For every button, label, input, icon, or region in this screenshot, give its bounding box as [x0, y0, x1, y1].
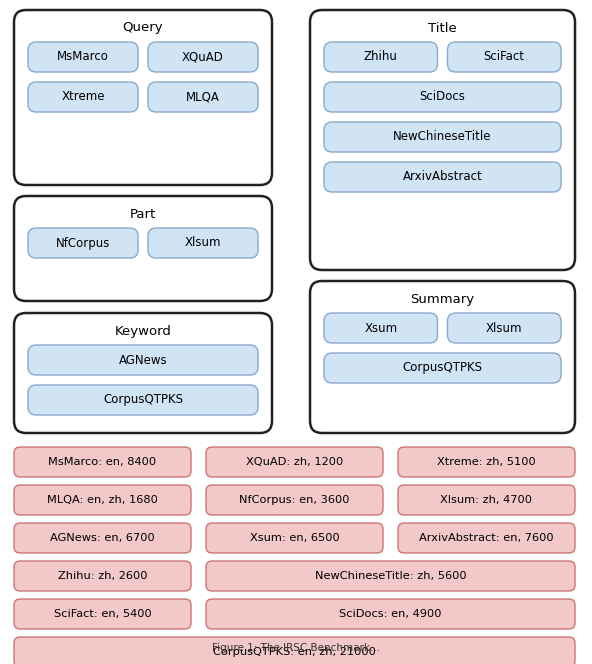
FancyBboxPatch shape: [14, 196, 272, 301]
FancyBboxPatch shape: [206, 447, 383, 477]
Text: SciFact: SciFact: [484, 50, 525, 64]
Text: CorpusQTPKS: CorpusQTPKS: [403, 361, 482, 374]
FancyBboxPatch shape: [206, 561, 575, 591]
Text: Zhihu: zh, 2600: Zhihu: zh, 2600: [58, 571, 147, 581]
Text: Figure 1: The IRSC Benchmark...: Figure 1: The IRSC Benchmark...: [212, 643, 380, 653]
FancyBboxPatch shape: [28, 345, 258, 375]
FancyBboxPatch shape: [324, 82, 561, 112]
FancyBboxPatch shape: [206, 599, 575, 629]
Text: Part: Part: [130, 207, 156, 220]
FancyBboxPatch shape: [206, 523, 383, 553]
Text: MsMarco: MsMarco: [57, 50, 109, 64]
FancyBboxPatch shape: [14, 485, 191, 515]
FancyBboxPatch shape: [28, 385, 258, 415]
FancyBboxPatch shape: [324, 122, 561, 152]
FancyBboxPatch shape: [324, 162, 561, 192]
FancyBboxPatch shape: [148, 82, 258, 112]
Text: CorpusQTPKS: en, zh, 21000: CorpusQTPKS: en, zh, 21000: [213, 647, 376, 657]
FancyBboxPatch shape: [310, 10, 575, 270]
Text: Xtreme: zh, 5100: Xtreme: zh, 5100: [437, 457, 536, 467]
FancyBboxPatch shape: [14, 447, 191, 477]
Text: NewChineseTitle: zh, 5600: NewChineseTitle: zh, 5600: [315, 571, 466, 581]
FancyBboxPatch shape: [148, 42, 258, 72]
FancyBboxPatch shape: [14, 313, 272, 433]
Text: Title: Title: [428, 21, 457, 35]
Text: Xsum: en, 6500: Xsum: en, 6500: [250, 533, 339, 543]
Text: ArxivAbstract: ArxivAbstract: [403, 171, 482, 183]
Text: MLQA: MLQA: [186, 90, 220, 104]
Text: Xsum: Xsum: [364, 321, 397, 335]
FancyBboxPatch shape: [14, 599, 191, 629]
Text: ArxivAbstract: en, 7600: ArxivAbstract: en, 7600: [419, 533, 554, 543]
FancyBboxPatch shape: [14, 561, 191, 591]
FancyBboxPatch shape: [324, 42, 437, 72]
Text: CorpusQTPKS: CorpusQTPKS: [103, 394, 183, 406]
FancyBboxPatch shape: [14, 523, 191, 553]
FancyBboxPatch shape: [14, 10, 272, 185]
Text: SciDocs: SciDocs: [420, 90, 465, 104]
Text: Xlsum: Xlsum: [185, 236, 221, 250]
FancyBboxPatch shape: [324, 313, 437, 343]
Text: XQuAD: XQuAD: [182, 50, 224, 64]
FancyBboxPatch shape: [448, 42, 561, 72]
Text: Keyword: Keyword: [115, 325, 172, 337]
Text: NfCorpus: en, 3600: NfCorpus: en, 3600: [239, 495, 350, 505]
FancyBboxPatch shape: [310, 281, 575, 433]
FancyBboxPatch shape: [398, 447, 575, 477]
Text: Zhihu: Zhihu: [364, 50, 398, 64]
FancyBboxPatch shape: [28, 228, 138, 258]
FancyBboxPatch shape: [206, 485, 383, 515]
Text: NewChineseTitle: NewChineseTitle: [393, 131, 492, 143]
Text: SciDocs: en, 4900: SciDocs: en, 4900: [339, 609, 442, 619]
Text: MLQA: en, zh, 1680: MLQA: en, zh, 1680: [47, 495, 158, 505]
FancyBboxPatch shape: [148, 228, 258, 258]
Text: Summary: Summary: [410, 293, 475, 305]
Text: XQuAD: zh, 1200: XQuAD: zh, 1200: [246, 457, 343, 467]
FancyBboxPatch shape: [28, 42, 138, 72]
Text: AGNews: AGNews: [118, 353, 168, 367]
FancyBboxPatch shape: [28, 82, 138, 112]
Text: AGNews: en, 6700: AGNews: en, 6700: [50, 533, 155, 543]
Text: Query: Query: [123, 21, 163, 35]
FancyBboxPatch shape: [14, 637, 575, 664]
FancyBboxPatch shape: [398, 485, 575, 515]
FancyBboxPatch shape: [398, 523, 575, 553]
FancyBboxPatch shape: [324, 353, 561, 383]
Text: Xtreme: Xtreme: [61, 90, 105, 104]
Text: MsMarco: en, 8400: MsMarco: en, 8400: [49, 457, 156, 467]
Text: Xlsum: Xlsum: [486, 321, 523, 335]
Text: NfCorpus: NfCorpus: [56, 236, 110, 250]
Text: SciFact: en, 5400: SciFact: en, 5400: [54, 609, 152, 619]
Text: Xlsum: zh, 4700: Xlsum: zh, 4700: [440, 495, 532, 505]
FancyBboxPatch shape: [448, 313, 561, 343]
